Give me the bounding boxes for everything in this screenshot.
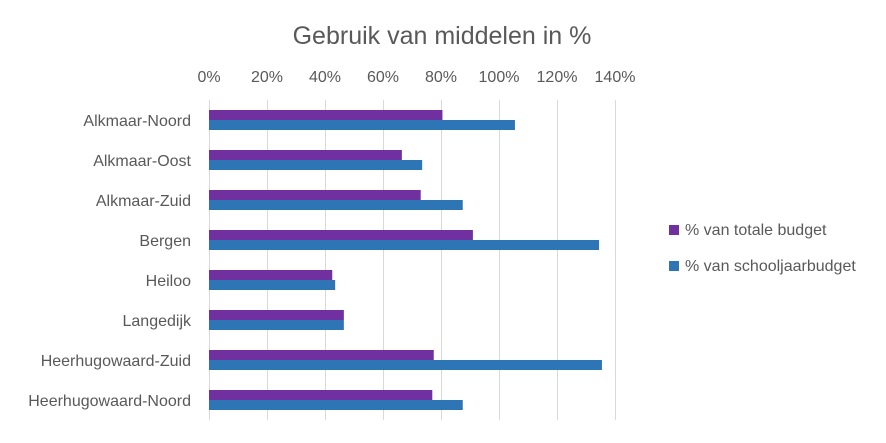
bar-totale-budget xyxy=(209,270,333,280)
x-tick-label: 20% xyxy=(251,69,283,86)
x-tick-label: 120% xyxy=(537,69,578,86)
x-tick-label: 0% xyxy=(197,69,220,86)
x-tick-label: 40% xyxy=(309,69,341,86)
bar-totale-budget xyxy=(209,150,402,160)
category-label: Heiloo xyxy=(146,273,191,290)
x-tick-label: 140% xyxy=(595,69,636,86)
bar-totale-budget xyxy=(209,190,421,200)
category-label: Langedijk xyxy=(123,313,193,330)
bar-schooljaarbudget xyxy=(209,320,344,330)
bar-schooljaarbudget xyxy=(209,240,600,250)
legend-swatch xyxy=(669,225,679,235)
legend-swatch xyxy=(669,261,679,271)
x-tick-label: 60% xyxy=(367,69,399,86)
bar-schooljaarbudget xyxy=(209,120,515,130)
bar-totale-budget xyxy=(209,310,344,320)
x-tick-label: 100% xyxy=(479,69,520,86)
bar-totale-budget xyxy=(209,110,443,120)
bars xyxy=(209,110,602,410)
gridlines xyxy=(209,100,616,420)
x-axis-ticks: 0% 20% 40% 60% 80% 100% 120% 140% xyxy=(197,69,635,86)
bar-schooljaarbudget xyxy=(209,400,463,410)
bar-schooljaarbudget xyxy=(209,280,336,290)
legend-label: % van totale budget xyxy=(685,222,827,239)
x-tick-label: 80% xyxy=(425,69,457,86)
bar-schooljaarbudget xyxy=(209,360,602,370)
bar-totale-budget xyxy=(209,230,473,240)
category-label: Alkmaar-Zuid xyxy=(96,193,191,210)
category-label: Heerhugowaard-Noord xyxy=(28,393,191,410)
bar-schooljaarbudget xyxy=(209,160,423,170)
category-labels: Alkmaar-Noord Alkmaar-Oost Alkmaar-Zuid Ber… xyxy=(28,113,192,410)
legend: % van totale budget % van schooljaarbudge… xyxy=(669,222,856,275)
chart-title: Gebruik van middelen in % xyxy=(293,22,592,50)
category-label: Heerhugowaard-Zuid xyxy=(41,353,191,370)
category-label: Alkmaar-Noord xyxy=(83,113,191,130)
category-label: Bergen xyxy=(139,233,191,250)
bar-totale-budget xyxy=(209,390,433,400)
category-label: Alkmaar-Oost xyxy=(93,153,191,170)
bar-totale-budget xyxy=(209,350,434,360)
bar-schooljaarbudget xyxy=(209,200,463,210)
legend-label: % van schooljaarbudget xyxy=(685,258,856,275)
